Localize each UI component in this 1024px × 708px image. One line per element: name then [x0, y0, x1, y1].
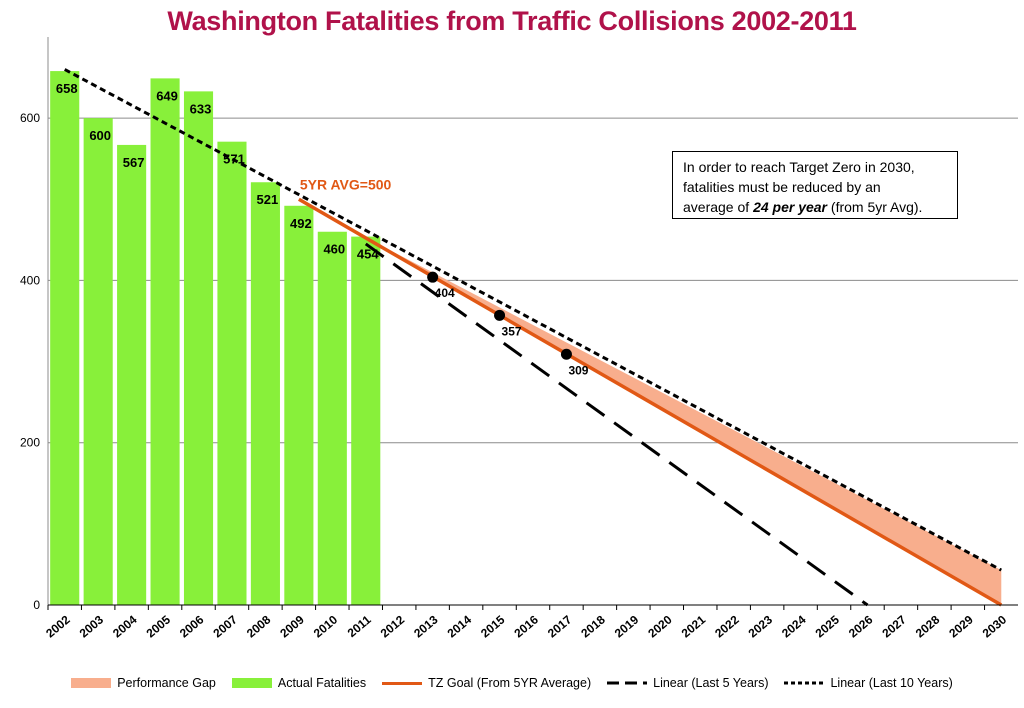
x-tick-label: 2012: [378, 612, 408, 640]
x-tick-label: 2027: [879, 612, 909, 640]
chart-title: Washington Fatalities from Traffic Colli…: [167, 6, 857, 36]
x-tick-label: 2003: [77, 612, 107, 640]
note-line-3-post: (from 5yr Avg).: [827, 199, 923, 215]
legend-swatch-actual: [231, 678, 272, 688]
x-tick-label: 2026: [846, 612, 876, 640]
x-tick-label: 2015: [478, 612, 508, 640]
legend-linear-10: Linear (Last 10 Years): [784, 676, 953, 690]
bar-value-label: 633: [190, 101, 212, 116]
bar: [351, 236, 381, 605]
bar: [83, 118, 113, 606]
legend-label-linear5: Linear (Last 5 Years): [653, 676, 769, 690]
legend-linear-5: Linear (Last 5 Years): [607, 676, 768, 690]
bar: [183, 91, 214, 605]
goal-point: [494, 309, 506, 321]
goal-point-label: 309: [568, 363, 588, 377]
legend-label-goal: TZ Goal (From 5YR Average): [428, 676, 592, 690]
goal-point: [427, 271, 439, 283]
bar: [284, 205, 314, 605]
legend-performance-gap: Performance Gap: [71, 676, 216, 690]
x-tick-label: 2013: [411, 612, 441, 640]
bar: [117, 144, 147, 606]
target-zero-note: In order to reach Target Zero in 2030, f…: [672, 151, 958, 219]
note-line-1: In order to reach Target Zero in 2030,: [683, 159, 915, 175]
x-tick-label: 2030: [980, 612, 1010, 640]
x-tick-label: 2020: [645, 612, 675, 640]
legend: Performance Gap Actual Fatalities TZ Goa…: [0, 672, 1024, 694]
y-tick-label: 0: [33, 598, 40, 612]
bar-value-label: 649: [156, 88, 178, 103]
bar: [250, 182, 280, 605]
note-line-2: fatalities must be reduced by an: [683, 179, 881, 195]
x-tick-label: 2022: [712, 612, 742, 640]
legend-swatch-linear10: [784, 681, 825, 685]
x-tick-label: 2004: [110, 612, 140, 640]
bar: [50, 71, 80, 605]
goal-point-label: 404: [435, 286, 455, 300]
x-tick-label: 2018: [578, 612, 608, 640]
x-tick-label: 2011: [345, 612, 374, 640]
y-tick-label: 600: [20, 111, 40, 125]
tz-goal-line: [297, 197, 1003, 607]
legend-swatch-linear5: [607, 681, 648, 685]
bar-value-label: 460: [323, 242, 345, 257]
x-tick-label: 2009: [277, 612, 307, 640]
x-tick-label: 2005: [144, 612, 174, 640]
legend-label-linear10: Linear (Last 10 Years): [830, 676, 953, 690]
note-emphasis: 24 per year: [753, 199, 828, 215]
x-tick-label: 2023: [746, 612, 776, 640]
avg-label: 5YR AVG=500: [300, 176, 392, 192]
bar-value-label: 600: [89, 128, 111, 143]
x-tick-label: 2006: [177, 612, 207, 640]
note-line-3: average of 24 per year (from 5yr Avg).: [683, 197, 947, 217]
bar-value-label: 521: [257, 192, 279, 207]
trend-lines: [64, 68, 1003, 607]
x-tick-label: 2016: [511, 612, 541, 640]
bars: [50, 71, 381, 606]
x-tick-label: 2019: [612, 612, 642, 640]
x-tick-label: 2014: [445, 612, 475, 640]
x-tick-label: 2029: [946, 612, 976, 640]
x-tick-label: 2010: [311, 612, 341, 640]
goal-point-label: 357: [502, 324, 522, 338]
legend-tz-goal: TZ Goal (From 5YR Average): [382, 676, 591, 690]
x-tick-label: 2028: [913, 612, 943, 640]
legend-swatch-goal: [382, 681, 423, 685]
bar-value-label: 658: [56, 81, 78, 96]
bar-value-label: 571: [223, 152, 245, 167]
x-tick-label: 2017: [545, 612, 575, 640]
legend-swatch-gap: [71, 678, 112, 688]
x-tick-label: 2007: [210, 612, 240, 640]
goal-point: [560, 348, 572, 360]
bar: [150, 78, 180, 605]
legend-actual-fatalities: Actual Fatalities: [231, 676, 367, 690]
x-tick-label: 2024: [779, 612, 809, 640]
legend-label-actual: Actual Fatalities: [277, 676, 367, 690]
bar: [217, 141, 247, 605]
bar-value-label: 454: [357, 247, 379, 262]
legend-label-gap: Performance Gap: [117, 676, 216, 690]
y-tick-label: 400: [20, 273, 40, 287]
x-tick-label: 2002: [43, 612, 73, 640]
x-tick-label: 2008: [244, 612, 274, 640]
note-line-3-pre: average of: [683, 199, 754, 215]
x-tick-label: 2021: [679, 612, 709, 640]
linear-5yr-line: [364, 242, 869, 607]
bar: [317, 231, 347, 605]
bar-value-label: 567: [123, 155, 145, 170]
labels: 658 600 567 649 633 571 521 492 460 454 404 357 309 5…: [56, 81, 589, 377]
y-tick-label: 200: [20, 436, 40, 450]
x-tick-label: 2025: [813, 612, 843, 640]
bar-value-label: 492: [290, 216, 312, 231]
linear-10yr-line: [64, 68, 1002, 572]
